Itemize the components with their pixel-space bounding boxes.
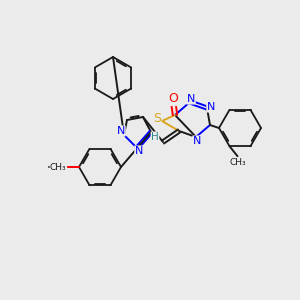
- Text: CH₃: CH₃: [229, 158, 246, 167]
- Text: N: N: [193, 136, 201, 146]
- Text: N: N: [187, 94, 195, 104]
- Text: O: O: [168, 92, 178, 106]
- Text: N: N: [135, 146, 143, 156]
- Text: S: S: [153, 112, 161, 124]
- Text: N: N: [117, 126, 125, 136]
- Text: CH₃: CH₃: [50, 163, 67, 172]
- Text: N: N: [207, 102, 215, 112]
- Text: H: H: [151, 132, 159, 142]
- Text: O: O: [58, 162, 66, 172]
